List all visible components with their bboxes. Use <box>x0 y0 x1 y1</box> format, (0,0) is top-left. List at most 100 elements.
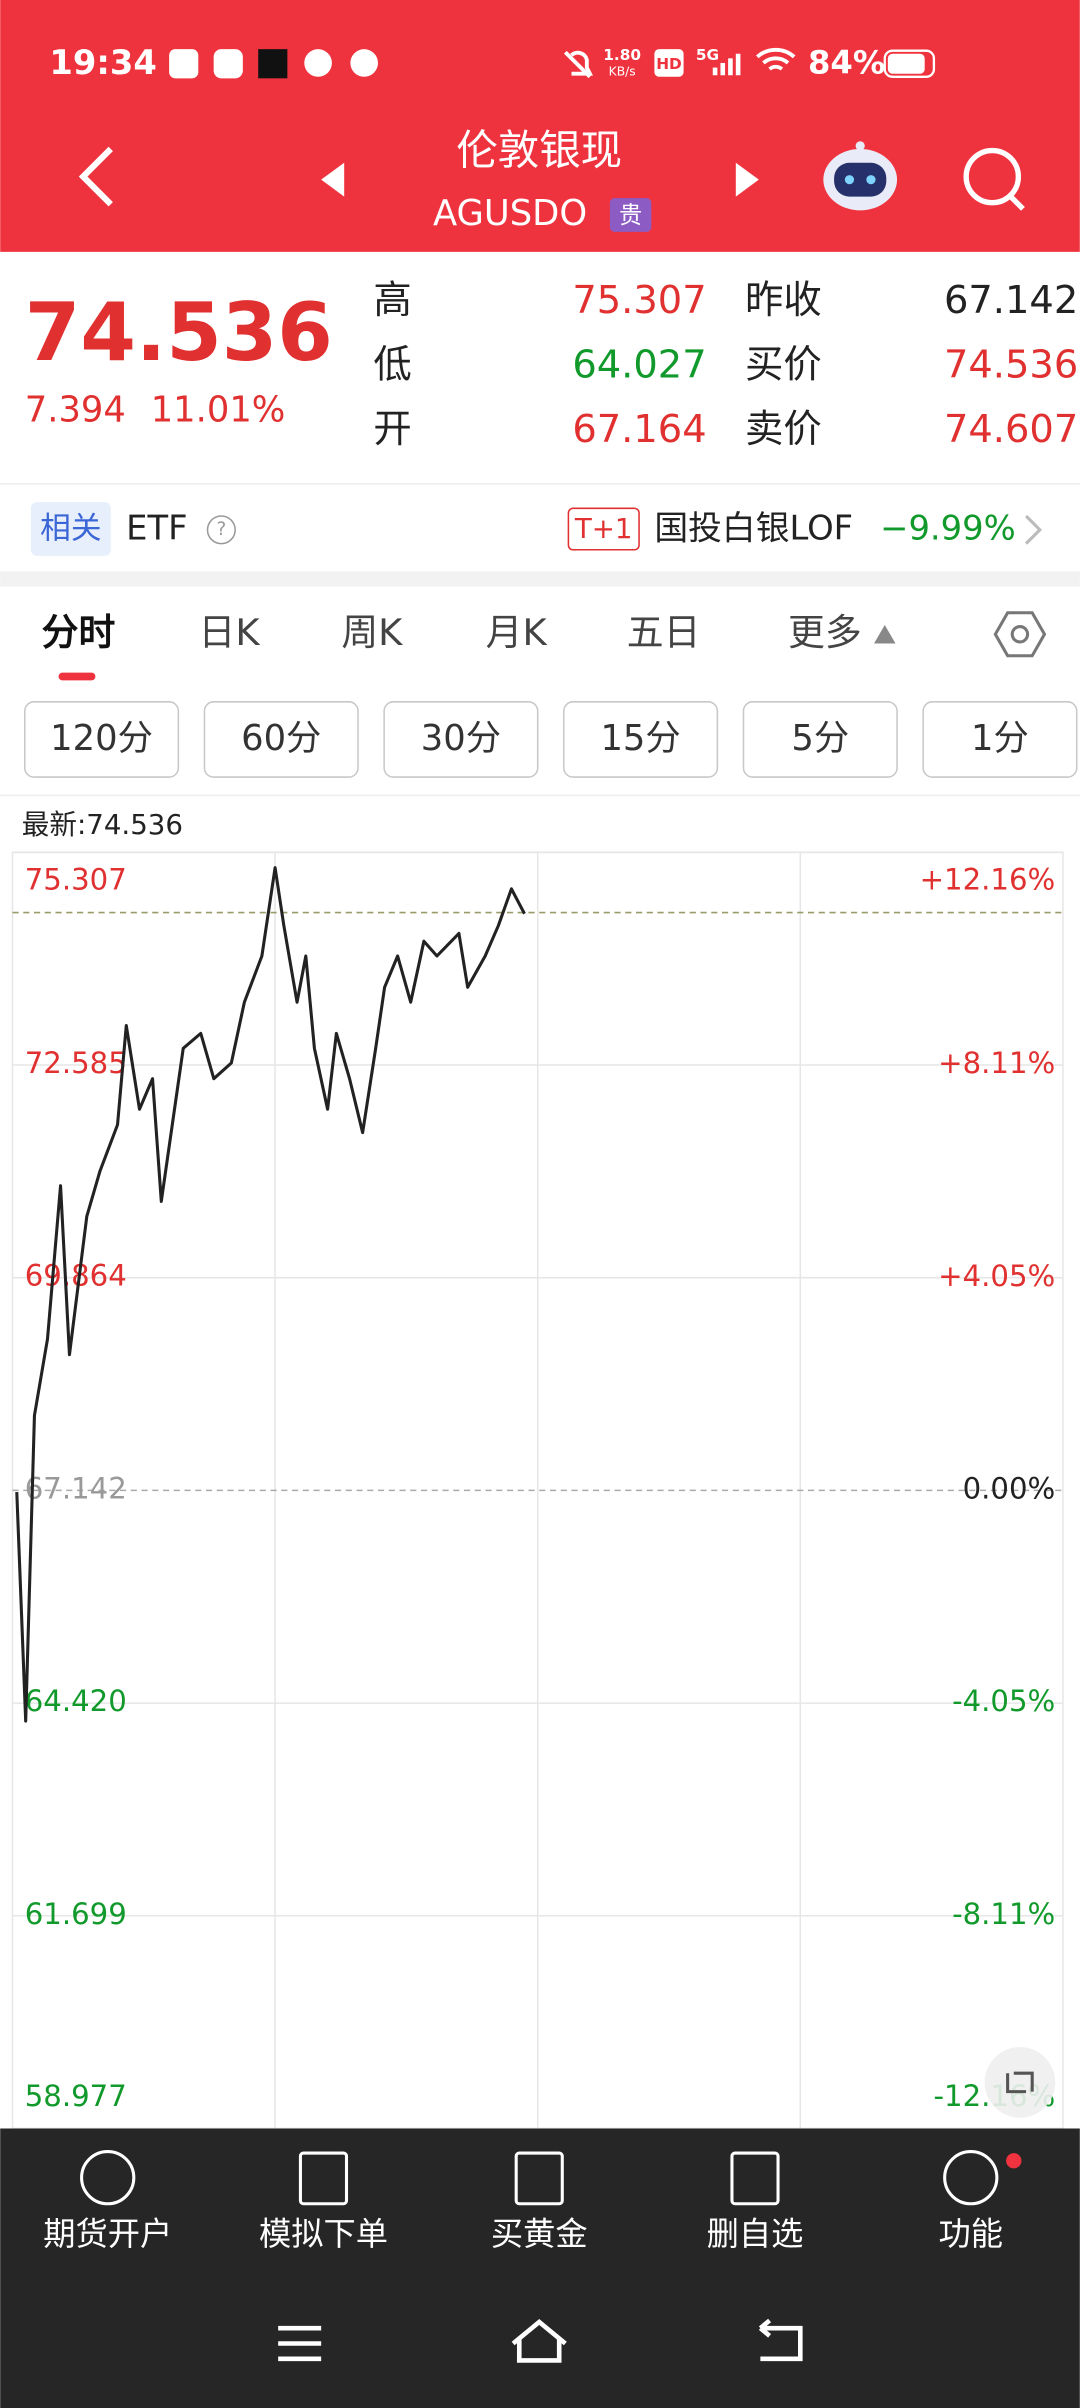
signal-bars <box>712 53 741 76</box>
field-label: 卖价 <box>745 407 822 452</box>
change: 7.394 <box>25 390 126 431</box>
y2-tick-label: 0.00% <box>963 1471 1056 1505</box>
next-button[interactable] <box>735 162 759 197</box>
fullscreen-button[interactable] <box>984 2047 1056 2118</box>
mute-icon <box>563 50 594 79</box>
latest-value: 74.536 <box>86 808 183 841</box>
interval-label: 30分 <box>421 718 501 759</box>
interval-label: 5分 <box>791 718 849 759</box>
battery-text: 84% <box>808 44 885 82</box>
field-value: 64.027 <box>572 343 706 388</box>
y-tick-label: 75.307 <box>25 863 127 897</box>
help-icon[interactable] <box>206 515 236 545</box>
robot-button[interactable] <box>823 141 898 211</box>
interval-label: 120分 <box>50 718 153 759</box>
y2-tick-label: +12.16% <box>920 863 1056 897</box>
header-bg <box>0 0 1080 252</box>
field-label: 开 <box>373 407 411 452</box>
nav-icon <box>943 2150 999 2206</box>
field-label: 买价 <box>745 343 822 388</box>
fund-chevron[interactable] <box>1024 514 1043 545</box>
y2-tick-label: -4.05% <box>952 1684 1055 1718</box>
interval-button[interactable] <box>742 701 898 778</box>
hd-badge <box>654 49 684 77</box>
fund-name[interactable]: 国投白银LOF <box>654 508 853 547</box>
related-tag <box>30 502 111 556</box>
field-value: 75.307 <box>572 278 706 323</box>
tab[interactable]: 五日 <box>627 611 701 654</box>
latest-info: 最新:74.536 <box>22 808 183 841</box>
related-name: ETF <box>126 508 187 547</box>
chart-settings[interactable] <box>993 611 1047 658</box>
field-label: 昨收 <box>745 278 822 323</box>
return-button[interactable] <box>758 2318 803 2362</box>
y2-tick-label: +4.05% <box>938 1259 1055 1293</box>
nav-icon <box>298 2151 349 2206</box>
field-value: 67.142 <box>944 278 1078 323</box>
y-tick-label: 69.864 <box>25 1259 127 1293</box>
bottom-nav: 期货开户 模拟下单 买黄金 删自选 功能 <box>43 2150 1004 2253</box>
field-label: 低 <box>373 343 411 388</box>
nav-label[interactable]: 模拟下单 <box>259 2215 388 2253</box>
net-unit: KB/s <box>609 65 636 79</box>
nav-label[interactable]: 买黄金 <box>491 2215 588 2253</box>
interval-label: 1分 <box>971 718 1029 759</box>
prev-button[interactable] <box>321 162 345 197</box>
quote-panel: 74.536 7.394 11.01% 高 75.307 低 64.027 开 67.164 昨收… <box>25 278 1078 452</box>
battery-level <box>887 53 925 74</box>
header-badge-text: 贵 <box>619 203 642 229</box>
back-button[interactable] <box>78 146 113 207</box>
header-title: 伦敦银现 <box>456 127 622 175</box>
field-value: 67.164 <box>572 407 706 452</box>
interval-button[interactable] <box>383 701 539 778</box>
related-tag-text: 相关 <box>40 510 101 546</box>
interval-button[interactable] <box>922 701 1078 778</box>
y2-tick-label: -8.11% <box>952 1897 1055 1931</box>
fund-change: −9.99% <box>880 508 1016 547</box>
notice-dot <box>1006 2153 1022 2169</box>
tab[interactable]: 月K <box>486 611 548 654</box>
interval-button[interactable] <box>24 701 180 778</box>
battery-icon <box>883 49 936 78</box>
tab[interactable]: 周K <box>341 611 403 654</box>
y-tick-label: 58.977 <box>25 2079 127 2113</box>
search-button[interactable] <box>963 147 1025 211</box>
tab-indicator <box>58 672 96 681</box>
nav-icon <box>514 2151 564 2206</box>
header-code: AGUSDO <box>433 193 587 234</box>
tab[interactable]: 日K <box>199 611 261 654</box>
y-tick-label: 67.142 <box>25 1471 127 1505</box>
field-value: 74.607 <box>944 407 1078 452</box>
tab[interactable]: 更多 <box>788 611 862 654</box>
nav-label[interactable]: 功能 <box>939 2215 1004 2253</box>
system-nav <box>278 2318 803 2363</box>
nav-icon <box>730 2151 780 2206</box>
nav-label[interactable]: 期货开户 <box>43 2215 172 2253</box>
fund-badge-text: T+1 <box>574 512 633 545</box>
tab[interactable]: 分时 <box>42 611 116 654</box>
home-button[interactable] <box>511 2319 567 2363</box>
y-tick-label: 72.585 <box>25 1046 127 1080</box>
fund-badge <box>567 507 640 551</box>
status-time: 19:34 <box>49 43 156 82</box>
hd-text: HD <box>656 55 682 73</box>
nav-label[interactable]: 删自选 <box>707 2215 804 2253</box>
price: 74.536 <box>25 286 333 379</box>
bottom-bar <box>0 2128 1080 2408</box>
field-label: 高 <box>373 278 411 323</box>
change-pct: 11.01% <box>151 390 286 431</box>
y-tick-label: 61.699 <box>25 1897 127 1931</box>
interval-buttons: 120分 60分 30分 15分 5分 1分 <box>24 701 1078 778</box>
intraday-chart: 75.307 72.585 69.864 67.142 64.420 61.699 58.9… <box>11 851 1064 2130</box>
field-value: 74.536 <box>944 343 1078 388</box>
y-tick-label: 64.420 <box>25 1684 127 1718</box>
interval-label: 15分 <box>600 718 680 759</box>
help-mark: ? <box>216 519 226 540</box>
interval-button[interactable] <box>563 701 719 778</box>
wifi-icon <box>756 47 796 71</box>
net-speed: 1.80 <box>603 46 641 64</box>
interval-button[interactable] <box>203 701 359 778</box>
menu-button[interactable] <box>278 2325 322 2362</box>
